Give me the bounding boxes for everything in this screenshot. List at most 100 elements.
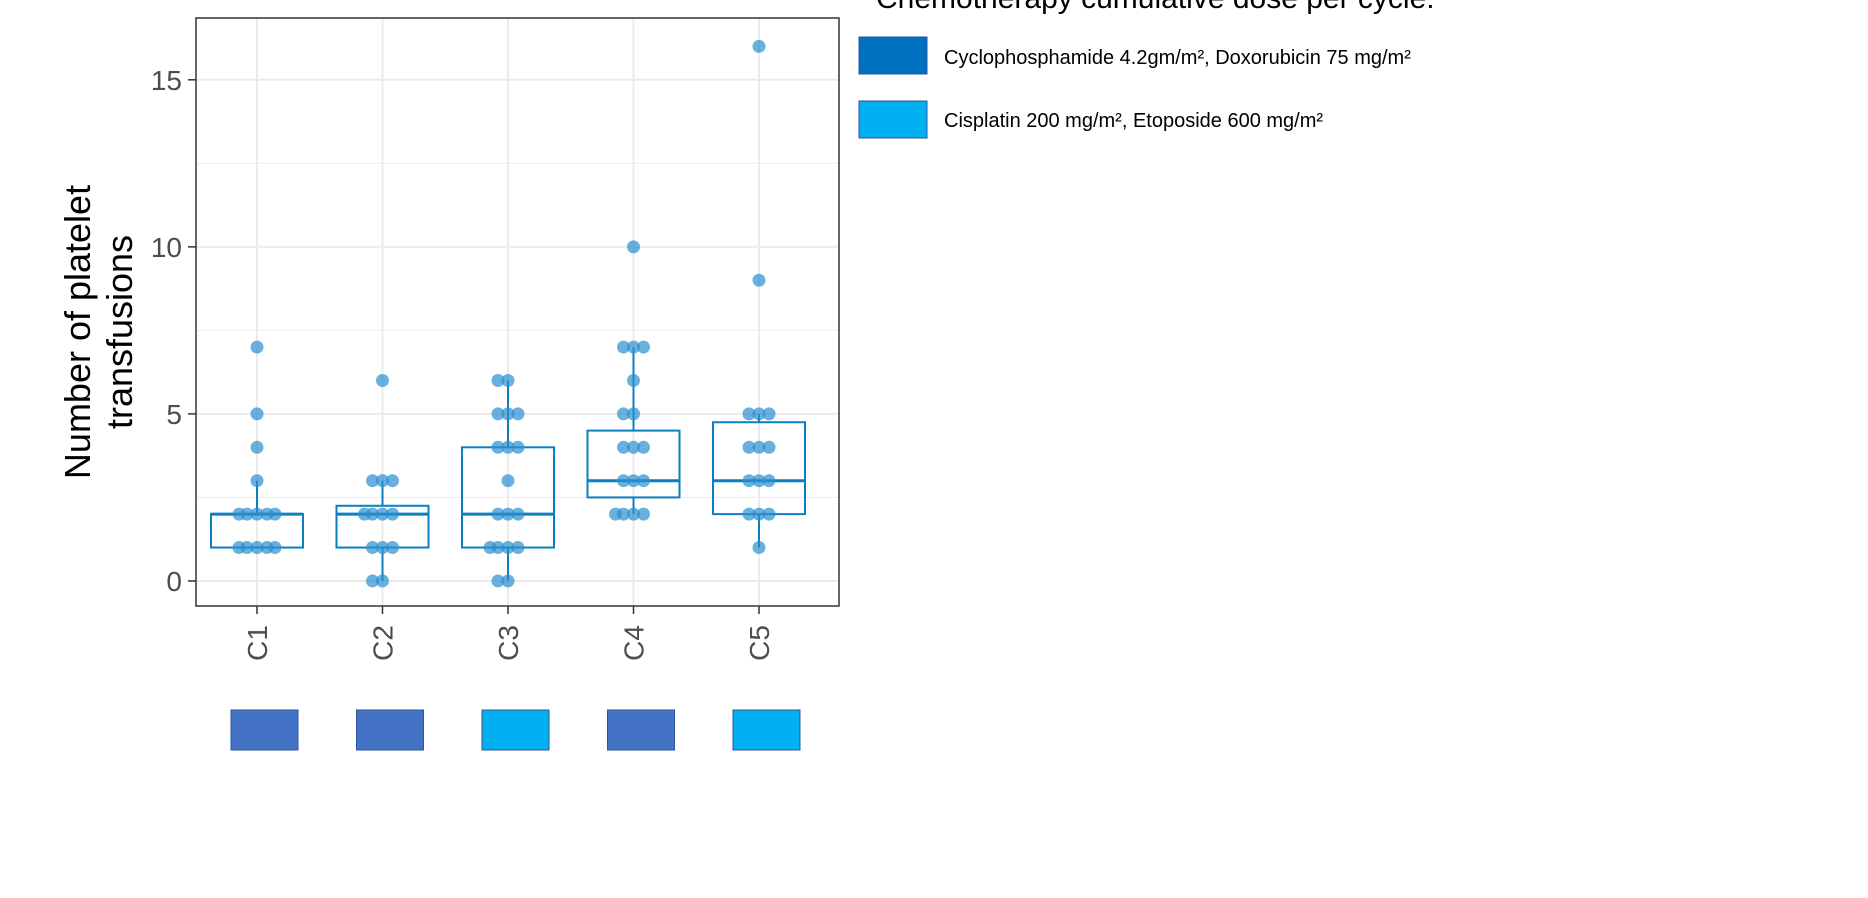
data-point-c2 [386,507,399,521]
data-point-c5 [742,407,756,421]
legend: Chemotherapy cumulative dose per cycle: … [858,0,1435,139]
data-point-c4 [627,240,640,254]
data-point-c5 [752,39,766,53]
data-point-c2 [376,541,389,555]
data-point-c2 [366,541,379,555]
data-point-c4 [627,373,640,387]
data-point-c2 [366,574,379,588]
data-point-c1 [232,507,246,521]
data-point-c4 [627,407,640,421]
data-point-c3 [501,474,515,488]
data-point-c4 [627,474,640,488]
data-point-c2 [386,474,399,488]
data-point-c2 [376,574,389,588]
data-point-c4 [637,440,650,454]
data-point-c5 [752,440,766,454]
y-axis-label: Number of platelet transfusions [57,185,140,479]
y-axis: 0 5 10 15 [151,65,196,597]
data-point-c3 [511,440,525,454]
data-point-c5 [752,507,766,521]
data-point-c3 [491,574,505,588]
legend-label-cyclophosphamide: Cyclophosphamide 4.2gm/m², Doxorubicin 7… [944,47,1411,69]
y-axis-label-line-1: Number of platelet [57,185,98,479]
data-point-c3 [511,541,525,555]
data-point-c5 [752,541,766,555]
data-point-c4 [617,340,630,354]
x-axis: C1 C2 C3 C4 C5 [242,606,775,661]
data-point-c4 [637,340,650,354]
y-tick-label: 15 [151,65,182,96]
y-tick-label: 0 [166,566,182,597]
data-point-c3 [501,541,515,555]
x-tick-label: C2 [368,625,399,661]
data-point-c3 [501,373,515,387]
data-point-c1 [250,407,264,421]
x-tick-label: C1 [242,625,273,661]
data-point-c1 [250,541,264,555]
data-point-c1 [250,340,264,354]
legend-swatch-cyclophosphamide [858,36,928,75]
data-point-c3 [491,373,505,387]
data-point-c2 [376,474,389,488]
data-point-c3 [491,407,505,421]
legend-label-cisplatin: Cisplatin 200 mg/m², Etoposide 600 mg/m² [944,110,1323,132]
cycle-regimen-square-c3 [481,709,550,751]
data-point-c4 [627,440,640,454]
data-point-c3 [501,507,515,521]
y-tick-label: 5 [166,399,182,430]
data-point-c4 [627,340,640,354]
data-point-c5 [742,440,756,454]
data-points [232,39,776,588]
cycle-regimen-square-c5 [732,709,801,751]
data-point-c3 [501,574,515,588]
data-point-c5 [752,273,766,287]
data-point-c2 [386,541,399,555]
data-point-c1 [250,474,264,488]
data-point-c1 [250,440,264,454]
data-point-c4 [637,474,650,488]
plot-panel-border [195,17,840,607]
legend-swatch-cisplatin [858,100,928,139]
data-point-c4 [609,507,622,521]
cycle-regimen-square-c4 [607,709,675,751]
x-tick-label: C3 [493,625,524,661]
data-point-c1 [232,541,246,555]
data-point-c5 [762,474,776,488]
data-point-c3 [483,541,497,555]
legend-title: Chemotherapy cumulative dose per cycle: [876,0,1435,15]
data-point-c5 [752,407,766,421]
data-point-c4 [637,507,650,521]
data-point-c4 [617,440,630,454]
data-point-c5 [742,474,756,488]
data-point-c5 [752,474,766,488]
data-point-c2 [366,474,379,488]
data-point-c3 [511,507,525,521]
x-tick-label: C5 [744,625,775,661]
data-point-c3 [491,440,505,454]
data-point-c5 [762,407,776,421]
y-axis-label-line-2: transfusions [99,235,140,429]
data-point-c3 [511,407,525,421]
data-point-c1 [268,541,282,555]
data-point-c4 [617,407,630,421]
data-point-c5 [762,440,776,454]
cycle-regimen-square-c2 [356,709,424,751]
data-point-c3 [501,440,515,454]
data-point-c2 [376,373,389,387]
y-tick-label: 10 [151,232,182,263]
data-point-c1 [268,507,282,521]
data-point-c2 [376,507,389,521]
x-tick-label: C4 [619,625,650,661]
data-point-c3 [491,507,505,521]
cycle-regimen-indicators [230,709,801,751]
data-point-c3 [501,407,515,421]
data-point-c4 [627,507,640,521]
data-point-c5 [762,507,776,521]
data-point-c4 [617,474,630,488]
cycle-regimen-square-c1 [230,709,299,751]
data-point-c2 [358,507,371,521]
data-point-c5 [742,507,756,521]
data-point-c1 [250,507,264,521]
box [586,429,681,499]
